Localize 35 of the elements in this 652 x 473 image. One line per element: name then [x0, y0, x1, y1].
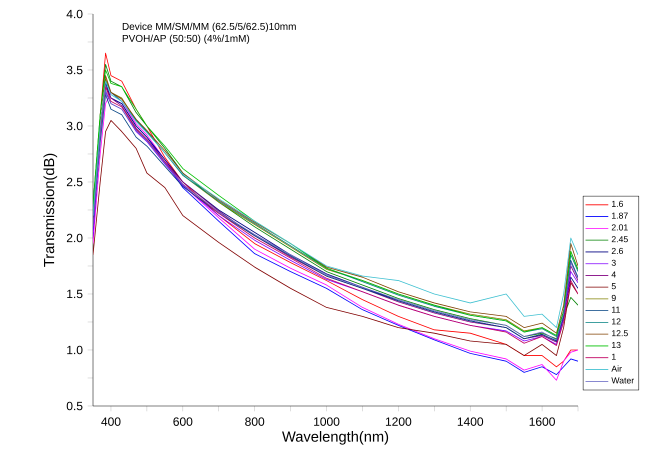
- x-tick-label: 1200: [386, 417, 412, 426]
- legend-label: 2.6: [612, 248, 624, 254]
- x-tick-label: 1000: [314, 417, 340, 426]
- legend-label: 11: [612, 306, 620, 313]
- y-tick-label: 4.0: [66, 10, 82, 18]
- y-tick-label: 0.5: [66, 402, 82, 410]
- y-axis-title: Transmission(dB): [43, 154, 58, 267]
- y-tick-label: 1.0: [67, 346, 82, 354]
- x-tick-label: 400: [101, 417, 121, 426]
- annotation: Device MM/SM/MM (62.5/5/62.5)10mm: [122, 22, 296, 32]
- legend-label: 2.01: [612, 224, 628, 230]
- legend-label: 1: [612, 354, 616, 360]
- y-tick-label: 1.5: [67, 290, 82, 298]
- legend-label: Air: [611, 365, 622, 372]
- x-tick-label: 1400: [458, 417, 484, 426]
- legend-label: 5: [612, 283, 616, 290]
- legend-label: 12: [612, 318, 621, 324]
- legend-label: 2.45: [612, 236, 628, 242]
- legend-label: Water: [611, 377, 634, 384]
- legend-label: 9: [612, 294, 616, 302]
- y-tick-label: 2.0: [66, 234, 82, 242]
- legend-label: 1.87: [612, 212, 628, 219]
- x-tick-label: 800: [245, 417, 264, 426]
- y-tick-label: 2.5: [66, 178, 82, 186]
- x-tick-label: 600: [173, 417, 192, 426]
- legend-label: 1.6: [612, 200, 624, 207]
- legend-label: 3: [612, 260, 616, 266]
- y-tick-label: 3.0: [66, 122, 82, 130]
- x-axis-title: Wavelength(nm): [282, 431, 388, 445]
- x-tick-label: 1600: [530, 417, 555, 426]
- y-tick-label: 3.5: [66, 66, 82, 74]
- legend-label: 4: [612, 271, 616, 278]
- legend-label: 13: [612, 342, 621, 348]
- legend-label: 12.5: [612, 330, 628, 336]
- annotation: PVOH/AP (50:50) (4%/1mM): [122, 34, 250, 44]
